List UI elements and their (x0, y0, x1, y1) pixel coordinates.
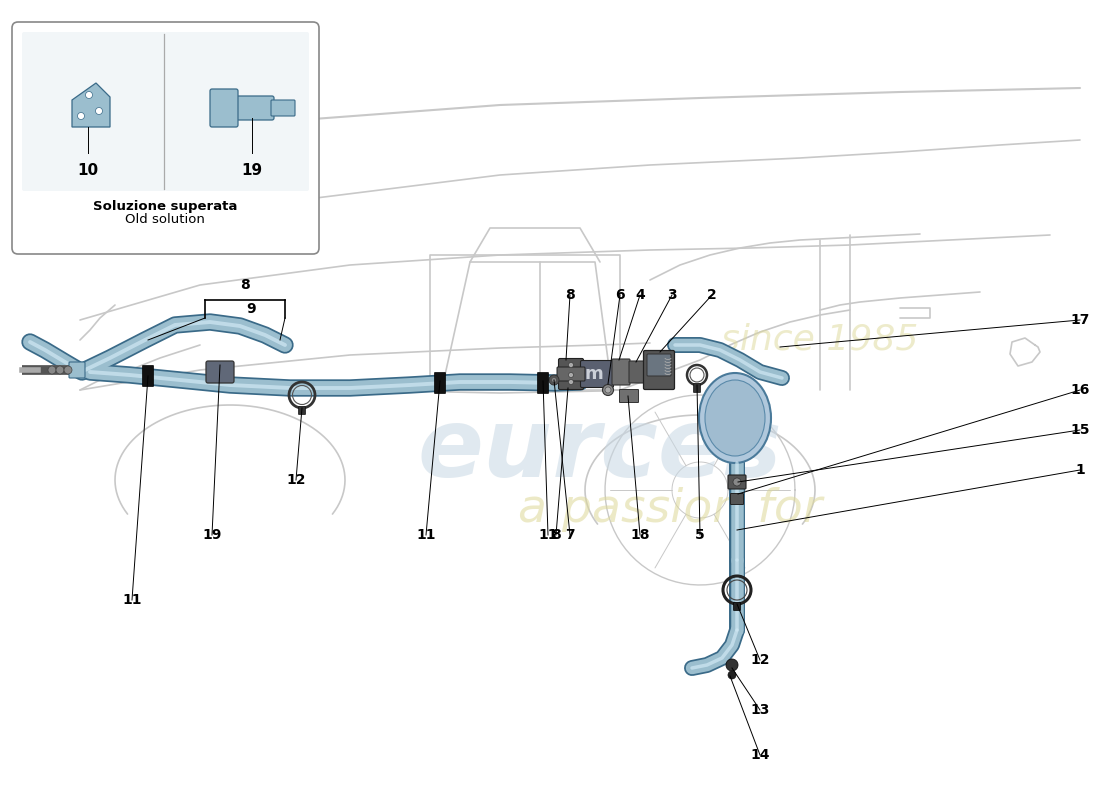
Text: 17: 17 (1070, 313, 1090, 327)
Circle shape (726, 659, 738, 671)
Text: 2: 2 (707, 288, 717, 302)
Text: 8: 8 (565, 288, 575, 302)
FancyBboxPatch shape (143, 366, 154, 386)
Ellipse shape (698, 373, 771, 463)
Circle shape (64, 366, 72, 374)
Text: eurces: eurces (418, 403, 782, 497)
FancyBboxPatch shape (647, 354, 671, 376)
Text: m: m (584, 365, 603, 383)
FancyBboxPatch shape (581, 361, 614, 387)
FancyBboxPatch shape (728, 475, 746, 489)
Text: 12: 12 (286, 473, 306, 487)
Text: 15: 15 (1070, 423, 1090, 437)
Text: 14: 14 (750, 748, 770, 762)
Circle shape (56, 366, 64, 374)
Circle shape (551, 378, 557, 382)
Text: 13: 13 (750, 703, 770, 717)
Circle shape (603, 385, 614, 395)
FancyBboxPatch shape (434, 373, 446, 394)
Text: 18: 18 (630, 528, 650, 542)
Text: 9: 9 (246, 302, 256, 316)
Text: Old solution: Old solution (125, 213, 205, 226)
FancyBboxPatch shape (271, 100, 295, 116)
FancyBboxPatch shape (730, 494, 744, 505)
FancyBboxPatch shape (206, 361, 234, 383)
Circle shape (569, 379, 573, 385)
FancyBboxPatch shape (298, 406, 306, 414)
FancyBboxPatch shape (644, 350, 674, 390)
Text: 16: 16 (1070, 383, 1090, 397)
Text: 10: 10 (77, 163, 99, 178)
Text: 4: 4 (635, 288, 645, 302)
FancyBboxPatch shape (734, 602, 740, 610)
FancyBboxPatch shape (165, 32, 309, 191)
Text: 19: 19 (202, 528, 222, 542)
FancyBboxPatch shape (232, 96, 274, 120)
FancyBboxPatch shape (629, 361, 645, 383)
FancyBboxPatch shape (69, 362, 85, 378)
Text: 6: 6 (615, 288, 625, 302)
FancyBboxPatch shape (557, 367, 585, 381)
Text: 19: 19 (241, 163, 263, 178)
Text: 7: 7 (565, 528, 575, 542)
FancyBboxPatch shape (210, 89, 238, 127)
Text: 12: 12 (750, 653, 770, 667)
FancyBboxPatch shape (693, 383, 701, 393)
FancyBboxPatch shape (12, 22, 319, 254)
Circle shape (733, 478, 741, 486)
Circle shape (86, 91, 92, 98)
Circle shape (77, 113, 85, 119)
FancyBboxPatch shape (619, 390, 638, 402)
Circle shape (605, 387, 610, 393)
FancyBboxPatch shape (559, 358, 583, 390)
Text: 5: 5 (695, 528, 705, 542)
Text: 3: 3 (668, 288, 676, 302)
Text: 11: 11 (416, 528, 436, 542)
FancyBboxPatch shape (22, 32, 166, 191)
Text: 8: 8 (240, 278, 250, 292)
Circle shape (48, 366, 56, 374)
Circle shape (549, 375, 559, 385)
Text: 11: 11 (122, 593, 142, 607)
Text: 1: 1 (1075, 463, 1085, 477)
FancyBboxPatch shape (612, 359, 630, 385)
Ellipse shape (705, 380, 764, 456)
Text: Soluzione superata: Soluzione superata (92, 200, 238, 213)
Polygon shape (72, 83, 110, 127)
Circle shape (569, 362, 573, 367)
Circle shape (728, 671, 736, 679)
Circle shape (96, 107, 102, 114)
FancyBboxPatch shape (538, 373, 549, 394)
Text: since 1985: since 1985 (722, 323, 918, 357)
Text: 11: 11 (538, 528, 558, 542)
Text: a passion for: a passion for (518, 487, 822, 533)
Circle shape (569, 373, 573, 378)
Text: 8: 8 (551, 528, 561, 542)
